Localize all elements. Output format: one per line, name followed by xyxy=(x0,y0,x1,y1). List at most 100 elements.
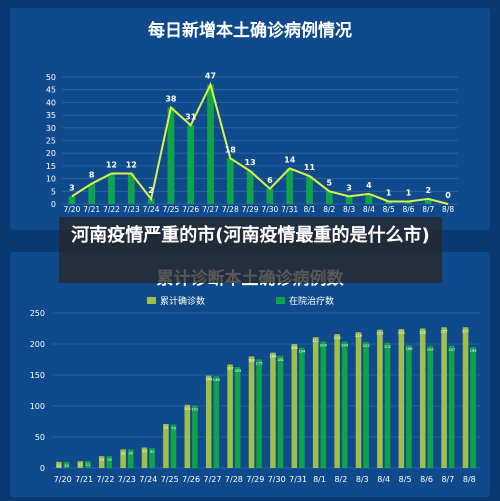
chart1-data-label: 1 xyxy=(386,188,392,197)
chart1-xtick: 8/5 xyxy=(383,205,395,214)
chart1-bar xyxy=(286,168,294,204)
chart1-data-label: 4 xyxy=(366,181,372,190)
chart2-data-label: 70 xyxy=(171,426,176,431)
chart2-data-label: 195 xyxy=(469,348,477,353)
chart2-bar xyxy=(299,347,305,468)
chart1-xtick: 7/27 xyxy=(202,205,219,214)
chart2-bar xyxy=(406,345,412,468)
chart2-xtick: 8/4 xyxy=(377,475,390,484)
chart2-data-label: 175 xyxy=(255,361,263,366)
chart2-bar xyxy=(227,364,233,468)
chart1-xtick: 7/26 xyxy=(182,205,199,214)
chart1-data-label: 12 xyxy=(106,161,117,170)
chart1-xtick: 8/3 xyxy=(343,205,355,214)
chart2-data-label: 30 xyxy=(121,450,126,455)
chart1-bar xyxy=(147,198,155,204)
chart1-ytick: 20 xyxy=(46,149,56,158)
chart2-data-label: 227 xyxy=(440,328,448,333)
chart2-data-label: 219 xyxy=(355,333,363,338)
chart2-data-label: 216 xyxy=(333,335,341,340)
chart1-bar xyxy=(345,196,353,204)
chart1-ytick: 15 xyxy=(46,162,56,171)
chart1-bar xyxy=(207,84,214,204)
chart2-data-label: 10 xyxy=(64,463,69,468)
chart2-data-label: 11 xyxy=(78,462,83,467)
chart2-bar xyxy=(192,405,198,468)
chart2-bar xyxy=(56,461,62,468)
chart2-bar xyxy=(149,448,155,468)
chart1-bar xyxy=(167,107,175,204)
chart2-bar xyxy=(63,461,70,468)
chart1-ytick: 50 xyxy=(46,73,56,82)
chart2-data-label: 167 xyxy=(226,365,234,370)
chart1-bar xyxy=(88,183,96,204)
chart2-bar xyxy=(320,341,327,468)
chart1-xtick: 7/28 xyxy=(222,205,239,214)
chart2-data-label: 10 xyxy=(56,463,61,468)
chart2-xtick: 8/1 xyxy=(313,475,326,484)
chart2-bar xyxy=(120,449,126,468)
chart2-bar xyxy=(341,341,348,468)
chart1-xtick: 8/2 xyxy=(323,205,335,214)
chart2-data-label: 194 xyxy=(298,349,306,354)
chart2-data-label: 30 xyxy=(128,450,133,455)
chart2-data-label: 186 xyxy=(269,354,277,359)
chart2-bar xyxy=(256,359,262,468)
chart2-bar xyxy=(270,352,276,468)
chart2-bar xyxy=(85,461,91,468)
chart2-bar xyxy=(312,337,319,468)
chart2-data-label: 224 xyxy=(398,330,406,335)
chart2-data-label: 204 xyxy=(320,343,328,348)
chart2-data-label: 32 xyxy=(150,449,155,454)
chart2-bar xyxy=(448,345,455,468)
chart2-data-label: 149 xyxy=(205,377,213,382)
chart1-data-label: 11 xyxy=(304,163,316,172)
chart2-legend-label: 累计确诊数 xyxy=(160,295,205,307)
chart1-bar xyxy=(127,173,135,204)
chart1-data-label: 18 xyxy=(225,145,237,154)
chart1-bar xyxy=(226,158,234,204)
chart2-data-label: 101 xyxy=(191,406,199,411)
chart2-data-label: 223 xyxy=(376,331,384,336)
chart2-ytick: 50 xyxy=(35,433,45,442)
chart1-xtick: 7/30 xyxy=(261,205,278,214)
chart1-title: 每日新增本土确诊病例情况 xyxy=(148,20,352,41)
chart2-data-label: 33 xyxy=(142,449,147,454)
chart1-data-label: 31 xyxy=(185,112,197,121)
chart1-data-label: 12 xyxy=(126,161,137,170)
chart2-legend-swatch xyxy=(147,297,156,304)
chart1-data-label: 47 xyxy=(205,72,216,81)
chart1-ytick: 40 xyxy=(46,98,56,107)
chart2-ytick: 0 xyxy=(40,464,45,473)
chart2-bar xyxy=(248,356,255,468)
chart2-bar xyxy=(377,329,383,468)
chart2-data-label: 11 xyxy=(85,462,90,467)
chart2-xtick: 8/6 xyxy=(420,475,433,484)
chart1-xtick: 7/29 xyxy=(242,205,259,214)
chart2-data-label: 204 xyxy=(341,343,349,348)
chart1-bar xyxy=(68,196,76,204)
chart2-xtick: 7/31 xyxy=(289,475,307,484)
chart2-bar xyxy=(291,344,298,468)
chart2-data-label: 211 xyxy=(312,338,320,343)
chart1-data-label: 2 xyxy=(148,186,154,195)
headline-text: 河南疫情严重的市(河南疫情最重的是什么市) xyxy=(71,225,430,246)
chart2-xtick: 7/30 xyxy=(268,475,286,484)
chart2-data-label: 148 xyxy=(213,377,221,382)
chart2-data-label: 203 xyxy=(362,343,370,348)
chart2-bar xyxy=(470,347,476,468)
chart2-xtick: 7/22 xyxy=(97,475,115,484)
chart1-bar xyxy=(405,201,412,204)
chart2-bar xyxy=(234,366,241,468)
chart1-data-label: 3 xyxy=(69,183,75,192)
chart1-xtick: 7/25 xyxy=(162,205,179,214)
chart2-legend-swatch xyxy=(276,297,285,304)
chart1-data-label: 0 xyxy=(445,191,451,200)
chart2-xtick: 7/28 xyxy=(225,475,243,484)
chart2-xtick: 8/7 xyxy=(441,475,454,484)
chart2-bar xyxy=(277,355,284,468)
chart1-bar xyxy=(325,191,333,204)
chart2-xtick: 7/25 xyxy=(161,475,179,484)
chart2-xtick: 7/23 xyxy=(118,475,136,484)
